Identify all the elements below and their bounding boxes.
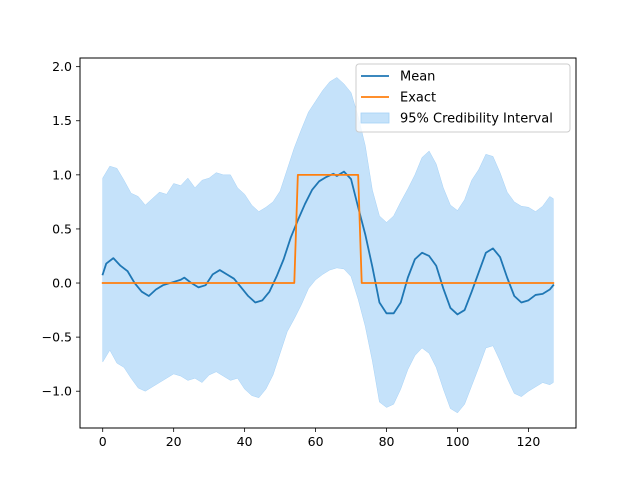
plot-area bbox=[101, 77, 555, 414]
x-tick-label: 40 bbox=[237, 434, 253, 449]
x-tick-label: 60 bbox=[308, 434, 324, 449]
legend: Mean Exact 95% Credibility Interval bbox=[355, 63, 571, 133]
axes-frame bbox=[79, 57, 577, 429]
exact-line bbox=[101, 173, 555, 284]
y-tick-label: 0.0 bbox=[52, 276, 72, 291]
y-axis: −1.0 −0.5 0.0 0.5 1.0 1.5 2.0 bbox=[42, 59, 80, 399]
x-tick-label: 100 bbox=[446, 434, 470, 449]
y-tick-label: −1.0 bbox=[42, 384, 72, 399]
legend-label-95-credibility-interval: 95% Credibility Interval bbox=[400, 112, 553, 127]
x-axis: 0 20 40 60 80 100 120 bbox=[99, 428, 541, 449]
y-tick-label: 1.0 bbox=[52, 167, 72, 182]
legend-label-exact: Exact bbox=[400, 91, 436, 106]
y-tick-label: 1.5 bbox=[52, 113, 72, 128]
legend-swatch-95-credibility-interval bbox=[360, 112, 390, 124]
legend-label-mean: Mean bbox=[400, 70, 435, 85]
y-tick-label: −0.5 bbox=[42, 330, 72, 345]
legend-box bbox=[355, 63, 571, 133]
credibility-interval-band bbox=[102, 77, 554, 414]
x-tick-label: 120 bbox=[517, 434, 541, 449]
x-tick-label: 20 bbox=[166, 434, 182, 449]
x-tick-label: 0 bbox=[99, 434, 107, 449]
y-tick-label: 2.0 bbox=[52, 59, 72, 74]
x-tick-label: 80 bbox=[379, 434, 395, 449]
y-tick-label: 0.5 bbox=[52, 221, 72, 236]
